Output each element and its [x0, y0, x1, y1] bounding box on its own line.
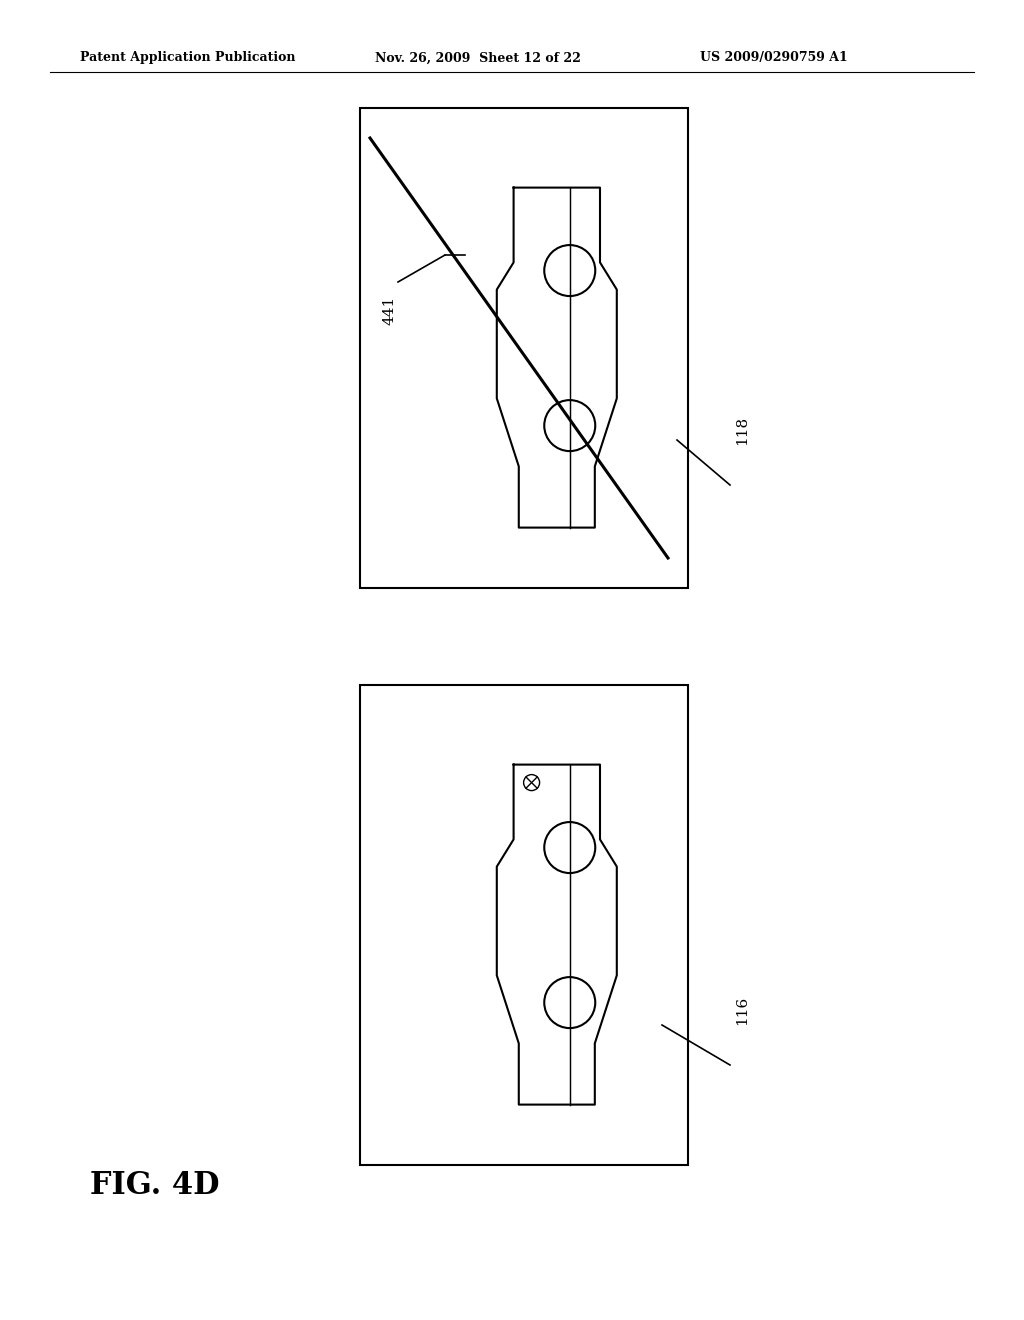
- Text: 116: 116: [735, 995, 749, 1024]
- Text: Nov. 26, 2009  Sheet 12 of 22: Nov. 26, 2009 Sheet 12 of 22: [375, 51, 581, 65]
- Text: FIG. 4D: FIG. 4D: [90, 1170, 220, 1200]
- Bar: [360, 108, 688, 587]
- Text: Patent Application Publication: Patent Application Publication: [80, 51, 296, 65]
- Text: US 2009/0290759 A1: US 2009/0290759 A1: [700, 51, 848, 65]
- Text: 118: 118: [735, 416, 749, 445]
- Text: 441: 441: [383, 296, 397, 325]
- Bar: [360, 685, 688, 1166]
